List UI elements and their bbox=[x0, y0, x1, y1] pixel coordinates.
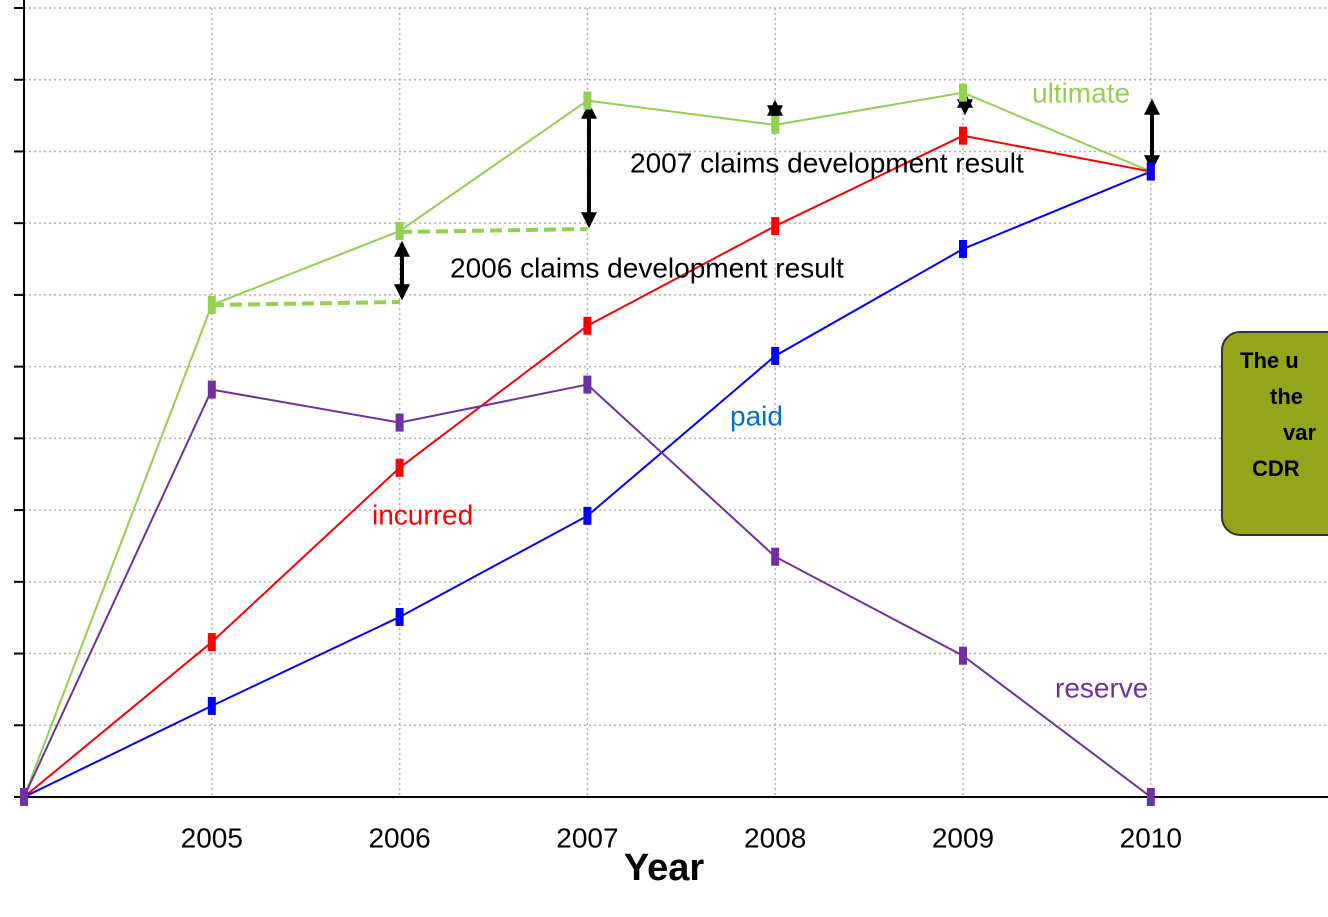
note-box bbox=[1221, 331, 1328, 536]
point-marker bbox=[1146, 788, 1155, 806]
point-marker bbox=[395, 222, 404, 241]
annotation: 2007 claims development result bbox=[630, 147, 1024, 178]
series-markers bbox=[20, 83, 1155, 806]
note-line: var bbox=[1283, 420, 1316, 445]
grid: 2005 2006 2007 2008 2009 2010 bbox=[14, 0, 1328, 853]
x-tick-label: 2005 bbox=[181, 822, 243, 853]
point-marker bbox=[395, 607, 404, 626]
point-marker bbox=[771, 346, 780, 365]
point-marker bbox=[583, 375, 592, 394]
note-line: the bbox=[1270, 384, 1303, 409]
point-marker bbox=[207, 696, 216, 715]
point-marker bbox=[771, 115, 780, 134]
point-marker bbox=[771, 547, 780, 566]
x-tick-label: 2008 bbox=[744, 822, 806, 853]
note-line: The u bbox=[1240, 348, 1299, 373]
series-label: reserve bbox=[1055, 672, 1148, 703]
series-label: paid bbox=[730, 400, 783, 431]
point-marker bbox=[771, 217, 780, 236]
point-marker bbox=[583, 316, 592, 335]
point-marker bbox=[583, 91, 592, 110]
x-tick-label: 2009 bbox=[932, 822, 994, 853]
x-axis-label: Year bbox=[624, 847, 705, 889]
point-marker bbox=[207, 295, 216, 314]
point-marker bbox=[207, 380, 216, 399]
point-marker bbox=[395, 413, 404, 432]
point-marker bbox=[20, 788, 28, 806]
x-tick-label: 2006 bbox=[368, 822, 430, 853]
annotation: 2006 claims development result bbox=[450, 252, 844, 283]
point-marker bbox=[959, 126, 967, 145]
point-marker bbox=[1146, 162, 1155, 181]
x-tick-label: 2007 bbox=[556, 822, 618, 853]
point-marker bbox=[395, 458, 404, 477]
point-marker bbox=[959, 646, 967, 665]
series-label: ultimate bbox=[1032, 77, 1130, 108]
carry-forward-line bbox=[211, 300, 401, 307]
carry-forward-line bbox=[399, 227, 588, 234]
series-label: incurred bbox=[372, 499, 473, 530]
point-marker bbox=[959, 240, 967, 259]
x-tick-label: 2010 bbox=[1120, 822, 1182, 853]
cdr-arrows bbox=[394, 91, 1160, 301]
point-marker bbox=[583, 506, 592, 525]
point-marker bbox=[207, 633, 216, 652]
note-box-text: The u the var CDR bbox=[1240, 348, 1316, 481]
point-marker bbox=[959, 83, 967, 102]
note-line: CDR bbox=[1252, 456, 1300, 481]
series-line bbox=[23, 383, 1152, 798]
